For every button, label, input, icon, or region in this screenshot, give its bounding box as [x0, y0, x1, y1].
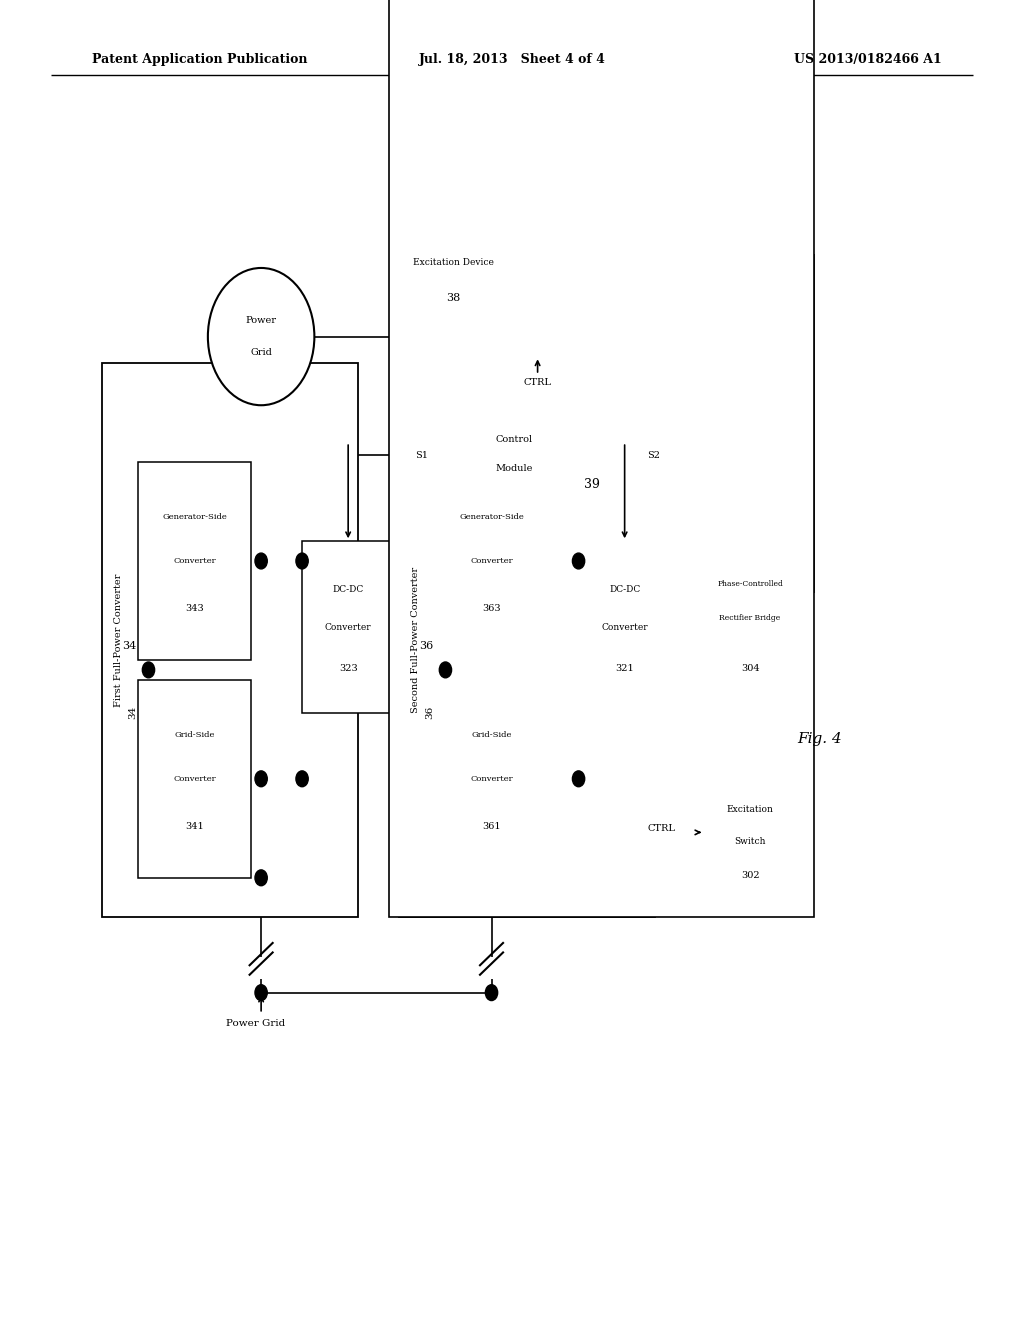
Text: US 2013/0182466 A1: US 2013/0182466 A1 [795, 53, 942, 66]
Text: 363: 363 [482, 605, 501, 612]
Text: 36: 36 [419, 642, 433, 651]
Text: Converter: Converter [470, 775, 513, 783]
Circle shape [572, 553, 585, 569]
Text: Patent Application Publication: Patent Application Publication [92, 53, 307, 66]
Circle shape [255, 771, 267, 787]
Text: Converter: Converter [325, 623, 372, 631]
Circle shape [296, 553, 308, 569]
Text: 302: 302 [740, 870, 760, 879]
Circle shape [255, 985, 267, 1001]
Bar [302, 541, 394, 713]
Bar [440, 403, 635, 508]
Bar [138, 680, 251, 878]
Bar [399, 363, 655, 917]
Text: CTRL: CTRL [648, 824, 676, 833]
Circle shape [296, 771, 308, 787]
Text: S2: S2 [647, 451, 660, 459]
Text: DC-DC: DC-DC [333, 585, 364, 594]
Circle shape [485, 985, 498, 1001]
Text: Converter: Converter [470, 557, 513, 565]
Text: 343: 343 [185, 605, 204, 612]
Bar [404, 224, 502, 343]
Text: Module: Module [496, 463, 532, 473]
Circle shape [208, 268, 314, 405]
Bar [138, 462, 251, 660]
Text: Power: Power [246, 317, 276, 325]
Text: CTRL: CTRL [523, 379, 552, 387]
Text: Switch: Switch [734, 837, 766, 846]
Text: 304: 304 [740, 664, 760, 673]
Text: Jul. 18, 2013   Sheet 4 of 4: Jul. 18, 2013 Sheet 4 of 4 [419, 53, 605, 66]
Text: First Full-Power Converter: First Full-Power Converter [115, 573, 123, 708]
Circle shape [255, 870, 267, 886]
Text: Second Full-Power Converter: Second Full-Power Converter [412, 568, 420, 713]
Text: 38: 38 [446, 293, 460, 304]
Text: Grid: Grid [250, 348, 272, 356]
Text: Grid-Side: Grid-Side [471, 731, 512, 739]
Text: 36: 36 [426, 706, 434, 719]
Bar [102, 363, 358, 917]
Text: S1: S1 [415, 451, 428, 459]
Text: 39: 39 [584, 478, 600, 491]
Text: 321: 321 [615, 664, 634, 673]
Circle shape [142, 663, 155, 678]
Text: 341: 341 [185, 822, 204, 830]
Bar [435, 462, 548, 660]
Text: Phase-Controlled: Phase-Controlled [717, 579, 783, 589]
Bar [579, 541, 671, 713]
Text: Control: Control [496, 436, 532, 444]
Text: Generator-Side: Generator-Side [162, 513, 227, 521]
Text: Fig. 4: Fig. 4 [797, 733, 842, 746]
Text: Converter: Converter [601, 623, 648, 631]
Circle shape [255, 553, 267, 569]
Text: Excitation Device: Excitation Device [413, 257, 494, 267]
Circle shape [439, 663, 452, 678]
Text: Excitation: Excitation [727, 805, 773, 814]
Bar [701, 772, 799, 898]
Bar [435, 680, 548, 878]
Text: Rectifier Bridge: Rectifier Bridge [720, 614, 780, 623]
Text: Converter: Converter [173, 557, 216, 565]
Text: 361: 361 [482, 822, 501, 830]
Text: 34: 34 [129, 706, 137, 719]
Bar [389, 0, 814, 917]
Text: Power Grid: Power Grid [226, 1019, 286, 1027]
Text: DC-DC: DC-DC [609, 585, 640, 594]
Bar [701, 541, 799, 713]
Text: Grid-Side: Grid-Side [174, 731, 215, 739]
Circle shape [572, 771, 585, 787]
Text: 323: 323 [339, 664, 357, 673]
Text: 34: 34 [122, 642, 136, 651]
Text: Converter: Converter [173, 775, 216, 783]
Text: Generator-Side: Generator-Side [459, 513, 524, 521]
